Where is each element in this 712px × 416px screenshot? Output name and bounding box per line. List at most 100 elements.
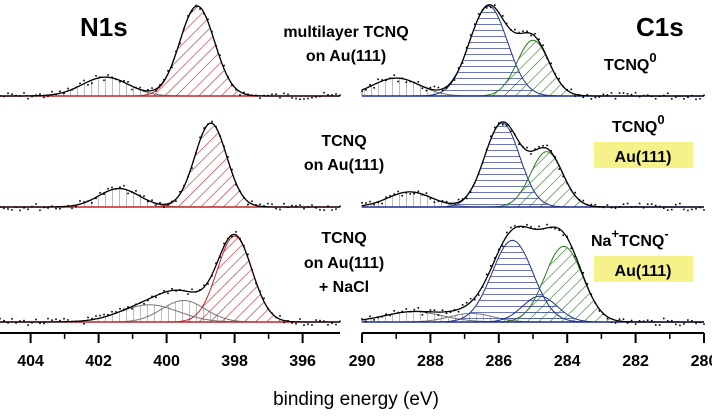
c1s-row1-data-point xyxy=(514,28,516,31)
n1s-row2-data-point xyxy=(127,192,129,195)
left-tick-label: 396 xyxy=(289,353,316,370)
c1s-row2-data-point xyxy=(614,207,617,209)
c1s-row1-data-point xyxy=(413,81,416,84)
c1s-row1-data-point xyxy=(433,85,436,88)
n1s-row2-data-point xyxy=(263,205,265,207)
c1s-row1-data-point xyxy=(663,94,665,97)
n1s-row3-data-point xyxy=(239,237,241,240)
n1s-row2-N_peak-peak xyxy=(0,122,340,208)
c1s-row2-data-point xyxy=(433,201,436,203)
c1s-row3-data-point xyxy=(614,322,617,324)
c1s-row1-data-point xyxy=(582,96,585,99)
c1s-row3-data-point xyxy=(566,235,568,238)
n1s-row3-data-point xyxy=(47,317,49,320)
n1s-row1-data-point xyxy=(323,91,325,94)
n1s-row3-data-point xyxy=(99,314,101,317)
n1s-row2-data-point xyxy=(231,168,233,171)
c1s-row1-data-point xyxy=(570,88,572,91)
c1s-row2-data-point xyxy=(634,205,637,208)
c1s-row2-data-point xyxy=(570,189,572,191)
row3-sample-line2: on Au(111) xyxy=(304,255,384,272)
c1s-row1-data-point xyxy=(477,13,480,15)
c1s-row3-data-point xyxy=(485,273,488,276)
c1s-row3-data-point xyxy=(562,234,564,237)
n1s-row2-data-point xyxy=(135,190,137,192)
n1s-row3-data-point xyxy=(231,235,233,238)
c1s-row1-data-point xyxy=(409,80,412,83)
c1s-row1-data-point xyxy=(510,29,512,31)
n1s-row1-data-point xyxy=(139,86,141,89)
c1s-row3-data-point xyxy=(481,286,484,288)
n1s-row3-data-point xyxy=(167,292,169,295)
c1s-row3-data-point xyxy=(361,318,363,320)
c1s-row1-data-point xyxy=(550,62,552,65)
n1s-row3-data-point xyxy=(263,297,265,300)
n1s-row2-data-point xyxy=(315,207,317,209)
c1s-row1-data-point xyxy=(373,87,375,89)
n1s-row1-data-point xyxy=(223,64,225,67)
n1s-row2-data-point xyxy=(111,186,113,189)
c1s-row3-data-point xyxy=(453,308,456,311)
c1s-row1-data-point xyxy=(490,6,492,9)
n1s-row1-data-point xyxy=(271,93,273,96)
n1s-row2 xyxy=(0,120,341,212)
c1s-row3-data-point xyxy=(373,319,375,321)
n1s-row2-data-point xyxy=(335,208,337,210)
c1s-row3-data-point xyxy=(365,320,367,323)
n1s-row3-data-point xyxy=(131,307,133,310)
n1s-row2-data-point xyxy=(183,184,185,187)
n1s-row1-data-point xyxy=(3,95,5,98)
c1s-row2-data-point xyxy=(425,192,428,194)
n1s-row3-data-point xyxy=(151,295,153,298)
c1s-row3-data-point xyxy=(397,311,399,314)
c1s-row3-data-point xyxy=(675,323,677,326)
n1s-row1-data-point xyxy=(247,93,249,96)
n1s-row3-data-point xyxy=(27,324,29,326)
n1s-row2-data-point xyxy=(119,186,121,188)
n1s-row1-data-point xyxy=(23,92,25,94)
n1s-row3-data-point xyxy=(171,288,173,290)
n1s-row1-data-point xyxy=(35,94,37,96)
n1s-row2-data-point xyxy=(275,207,277,210)
n1s-row2-data-point xyxy=(271,203,273,206)
c1s-row2-data-point xyxy=(385,196,387,198)
c1s-row1-data-point xyxy=(594,96,597,99)
c1s-row3-data-point xyxy=(578,266,581,268)
c1s-row2-data-point xyxy=(663,207,665,209)
c1s-row3-data-point xyxy=(622,318,625,320)
c1s-row3-data-point xyxy=(630,319,633,322)
n1s-row3-data-point xyxy=(295,322,297,325)
c1s-row2-data-point xyxy=(554,156,556,158)
c1s-row2-data-point xyxy=(618,206,621,208)
n1s-row1-data-point xyxy=(71,89,73,91)
c1s-row1-data-point xyxy=(630,93,633,96)
n1s-row2-data-point xyxy=(27,208,29,211)
c1s-row2-data-point xyxy=(494,126,496,129)
left-axis: 404 402 400 398 396 xyxy=(0,332,340,370)
n1s-row3-data-point xyxy=(55,318,57,321)
n1s-row2-data-point xyxy=(95,197,97,200)
c1s-row3-data-point xyxy=(530,225,532,228)
c1s-row3-data-point xyxy=(703,323,705,325)
c1s-row1-data-point xyxy=(598,96,601,98)
c1s-row2-data-point xyxy=(590,203,593,206)
c1s-row2-data-point xyxy=(369,200,371,203)
c1s-row3-data-point xyxy=(671,319,673,322)
n1s-row1-data-point xyxy=(251,94,253,97)
n1s-row2-data-point xyxy=(167,203,169,206)
spectra-panels xyxy=(0,4,705,327)
n1s-row1-data-point xyxy=(255,94,257,97)
row3-species-label: Na+TCNQ- xyxy=(591,226,669,250)
c1s-row2-data-point xyxy=(397,190,399,193)
c1s-row3-data-point xyxy=(377,316,379,319)
n1s-row2-data-point xyxy=(235,184,237,186)
n1s-row2-data-point xyxy=(55,207,57,210)
n1s-row3-data-point xyxy=(75,320,77,323)
c1s-row2-data-point xyxy=(441,199,444,202)
c1s-row2-data-point xyxy=(413,192,416,195)
x-axis-label: binding energy (eV) xyxy=(273,389,439,410)
n1s-row2-data-point xyxy=(287,206,289,209)
n1s-row3-data-point xyxy=(135,303,137,306)
n1s-row2-data-point xyxy=(67,205,69,207)
n1s-row3-data-point xyxy=(307,323,309,325)
